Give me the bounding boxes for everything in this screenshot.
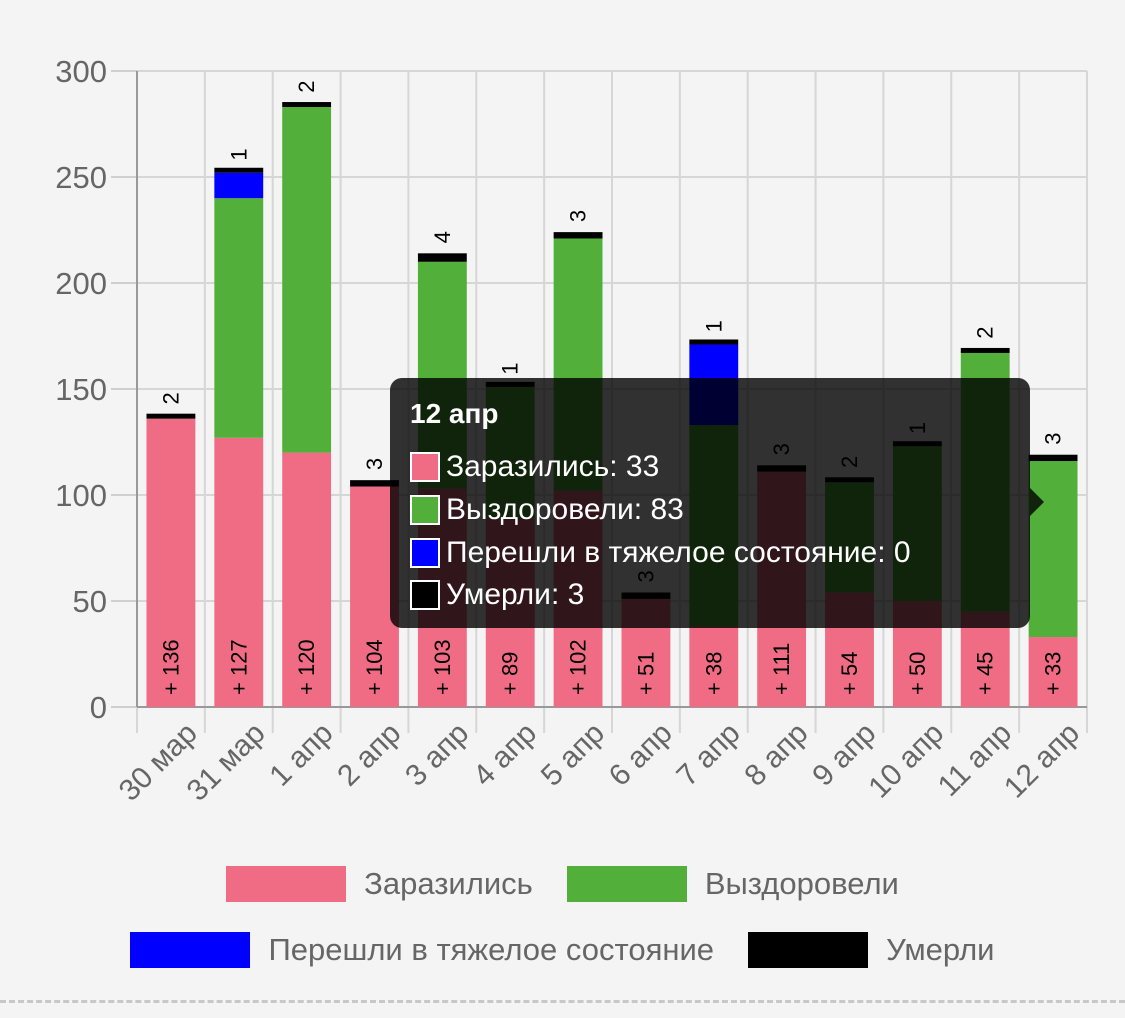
bar-top-label-4: 4 [430,231,455,243]
tooltip-swatch-infected [410,452,440,482]
bar-0-1 [214,437,264,707]
bar-3-6 [553,232,603,239]
bar-0-13 [1028,637,1078,707]
bar-bottom-label-11: + 50 [905,652,930,695]
bar-top-label-0: 2 [158,392,183,404]
legend-label-severe: Перешли в тяжелое состояние [268,932,715,967]
y-tick-label-0: 0 [90,690,107,725]
tooltip-swatch-recovered [410,495,440,525]
bar-bottom-label-3: + 104 [362,639,387,695]
bar-1-1 [214,198,264,438]
legend-row-1: Заразились Выздоровели [0,866,1125,902]
y-tick-label-6: 300 [55,54,107,89]
tooltip-text-died: Умерли: 3 [446,578,585,611]
bar-top-label-12: 2 [973,326,998,338]
bar-3-13 [1028,454,1078,462]
legend-row-2: Перешли в тяжелое состояние Умерли [0,932,1125,968]
bar-2-1 [214,172,264,199]
bar-3-0 [146,413,196,419]
x-tick-label-3: 2 апр [331,717,407,793]
x-tick-label-4: 3 апр [399,717,475,793]
legend-item-infected[interactable]: Заразились [226,866,533,902]
tooltip-row-recovered: Выздоровели: 83 [410,493,684,527]
y-tick-label-4: 200 [55,266,107,301]
y-tick-label-1: 50 [73,584,107,619]
bar-3-4 [417,253,467,262]
tooltip-swatch-severe [410,538,440,568]
bar-bottom-label-12: + 45 [973,652,998,695]
tooltip-row-died: Умерли: 3 [410,578,584,612]
bar-top-label-3: 3 [362,458,387,470]
bar-0-8 [689,626,739,707]
x-tick-label-6: 5 апр [535,717,611,793]
bar-bottom-label-0: + 136 [158,639,183,695]
bar-bottom-label-8: + 38 [701,652,726,695]
tooltip-row-infected: Заразились: 33 [410,450,659,484]
x-tick-label-1: 31 мар [181,717,272,808]
bar-top-label-6: 3 [566,210,591,222]
y-tick-label-2: 100 [55,478,107,513]
x-tick-label-5: 4 апр [467,717,543,793]
y-tick-label-5: 250 [55,160,107,195]
tooltip-row-severe: Перешли в тяжелое состояние: 0 [410,536,911,570]
legend-swatch-recovered [566,866,687,902]
bar-bottom-label-5: + 89 [498,652,523,695]
tooltip-title: 12 апр [410,398,499,429]
legend-label-died: Умерли [886,932,995,967]
bar-bottom-label-4: + 103 [430,639,455,695]
bar-0-2 [282,452,332,707]
bar-bottom-label-10: + 54 [837,652,862,695]
section-divider [0,1000,1125,1003]
legend-item-recovered[interactable]: Выздоровели [566,866,899,902]
x-tick-label-11: 10 апр [862,717,950,805]
legend-item-died[interactable]: Умерли [748,932,995,968]
bar-top-label-8: 1 [701,320,726,332]
legend-label-recovered: Выздоровели [704,866,899,901]
y-tick-label-3: 150 [55,372,107,407]
legend-item-severe[interactable]: Перешли в тяжелое состояние [130,932,714,968]
bar-0-0 [146,418,196,707]
bar-bottom-label-7: + 51 [633,652,658,695]
legend-swatch-died [748,932,869,968]
legend-swatch-infected [226,866,347,902]
tooltip-swatch-died [410,580,440,610]
x-tick-label-13: 12 апр [998,717,1086,805]
bar-bottom-label-2: + 120 [294,639,319,695]
bar-bottom-label-1: + 127 [226,639,251,695]
x-tick-label-8: 7 апр [671,717,747,793]
bar-bottom-label-13: + 33 [1041,652,1066,695]
x-tick-label-7: 6 апр [603,717,679,793]
bar-top-label-2: 2 [294,81,319,93]
tooltip-text-severe: Перешли в тяжелое состояние: 0 [446,536,911,569]
bar-bottom-label-9: + 111 [769,643,794,695]
bar-3-2 [282,102,332,108]
x-tick-label-2: 1 апр [263,717,339,793]
tooltip-arrow [1030,488,1044,516]
chart-tooltip: 12 апр Заразились: 33 Выздоровели: 83 Пе… [390,378,1030,628]
tooltip-text-infected: Заразились: 33 [446,450,660,483]
bar-3-12 [960,347,1010,353]
bar-top-label-13: 3 [1041,432,1066,444]
bar-top-label-5: 1 [498,363,523,375]
bar-3-8 [689,339,739,345]
bar-1-2 [282,107,332,453]
legend-label-infected: Заразились [364,866,533,901]
tooltip-text-recovered: Выздоровели: 83 [446,493,684,526]
bar-3-3 [350,480,399,487]
x-tick-label-9: 8 апр [738,717,814,793]
bar-bottom-label-6: + 102 [566,639,591,695]
legend-swatch-severe [130,932,251,968]
bar-top-label-1: 1 [226,148,251,160]
x-tick-label-12: 11 апр [932,717,1018,803]
bar-3-1 [214,167,264,173]
